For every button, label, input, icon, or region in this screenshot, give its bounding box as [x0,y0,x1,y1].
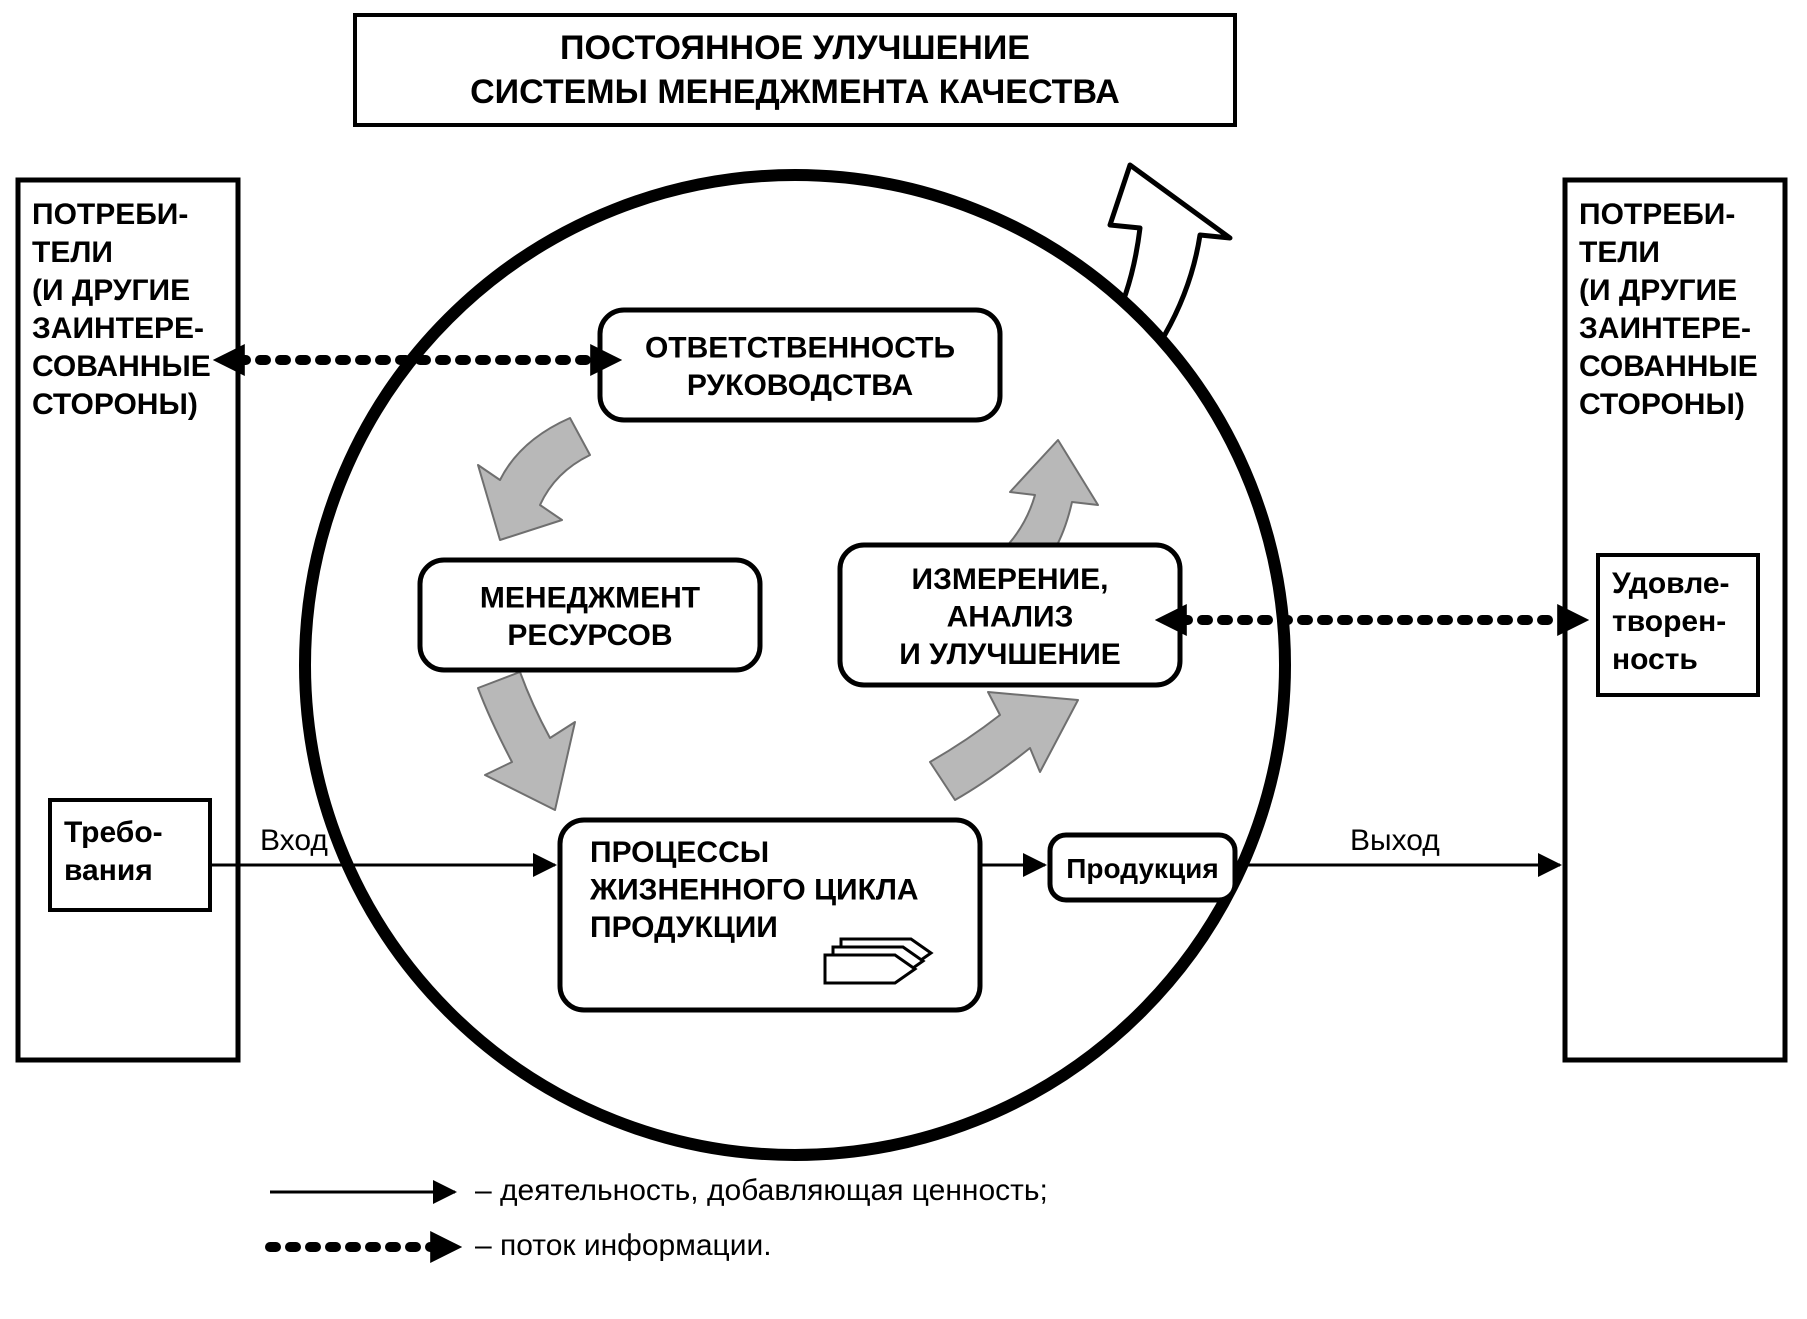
node-measurement-line2: И УЛУЧШЕНИЕ [899,638,1121,671]
title-line1: ПОСТОЯННОЕ УЛУЧШЕНИЕ [560,29,1030,67]
node-resources [420,560,760,670]
right-panel-line2: (И ДРУГИЕ [1579,274,1737,307]
requirements-line0: Требо- [64,816,163,849]
requirements-line1: вания [64,854,153,887]
satisfaction-line2: ность [1612,643,1698,676]
output-label: Выход [1350,824,1440,857]
node-resources-line1: РЕСУРСОВ [507,619,672,652]
left-panel-line2: (И ДРУГИЕ [32,274,190,307]
node-responsibility-line1: РУКОВОДСТВА [687,369,913,402]
legend-text-0: – деятельность, добавляющая ценность; [475,1174,1048,1207]
legend-text-1: – поток информации. [475,1229,772,1262]
title-line2: СИСТЕМЫ МЕНЕДЖМЕНТА КАЧЕСТВА [470,73,1120,111]
node-resources-line0: МЕНЕДЖМЕНТ [480,582,700,615]
right-panel-line1: ТЕЛИ [1579,236,1660,269]
left-panel-line0: ПОТРЕБИ- [32,198,188,231]
left-panel-line5: СТОРОНЫ) [32,388,198,421]
node-measurement-line0: ИЗМЕРЕНИЕ, [912,563,1109,596]
right-panel-line4: СОВАННЫЕ [1579,350,1758,383]
left-panel-line4: СОВАННЫЕ [32,350,211,383]
right-panel-line0: ПОТРЕБИ- [1579,198,1735,231]
node-responsibility [600,310,1000,420]
satisfaction-line1: творен- [1612,605,1726,638]
input-label: Вход [260,824,328,857]
right-panel-line3: ЗАИНТЕРЕ- [1579,312,1751,345]
node-lifecycle-line2: ПРОДУКЦИИ [590,911,778,944]
satisfaction-line0: Удовле- [1612,567,1730,600]
node-lifecycle-line1: ЖИЗНЕННОГО ЦИКЛА [589,874,919,907]
lifecycle-pages-icon [825,955,915,983]
left-panel-line3: ЗАИНТЕРЕ- [32,312,204,345]
node-lifecycle-line0: ПРОЦЕССЫ [590,836,769,869]
right-panel-line5: СТОРОНЫ) [1579,388,1745,421]
node-product-line0: Продукция [1066,853,1218,884]
left-panel-line1: ТЕЛИ [32,236,113,269]
node-measurement-line1: АНАЛИЗ [947,600,1074,633]
node-responsibility-line0: ОТВЕТСТВЕННОСТЬ [645,332,955,365]
